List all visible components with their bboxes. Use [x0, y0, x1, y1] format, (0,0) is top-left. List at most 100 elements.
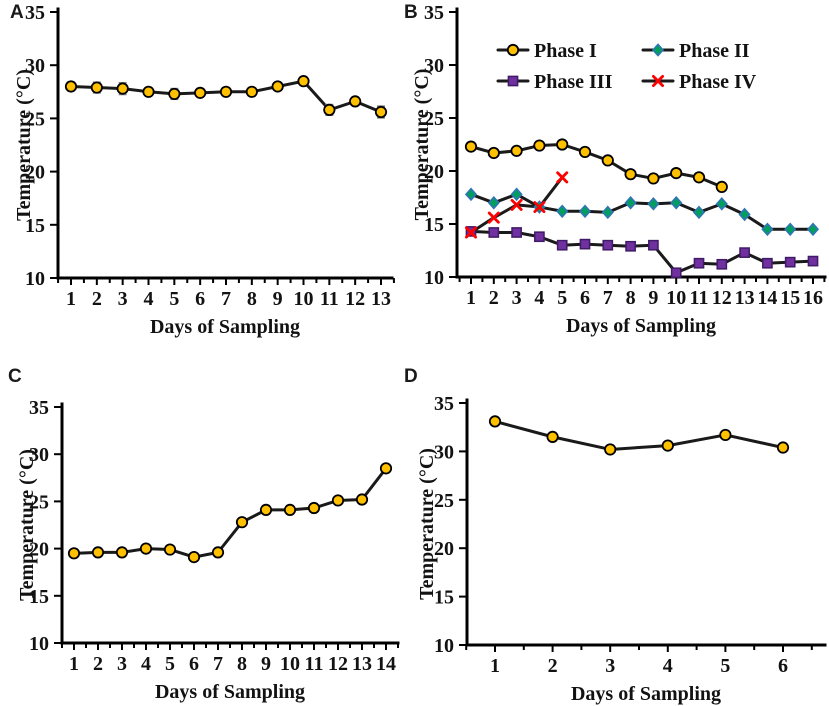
x-marker	[533, 201, 546, 214]
x-marker	[556, 171, 569, 184]
y-tick-label: 20	[434, 538, 454, 560]
x-ticks: 1 2 3 4 5 6	[465, 645, 813, 677]
circle-marker	[271, 80, 284, 93]
markers-phase-i	[464, 138, 728, 193]
y-tick-label: 15	[29, 586, 49, 608]
panel-letter-b: B	[404, 2, 418, 23]
x-tick-label: 2	[548, 655, 558, 677]
diamond-marker	[601, 205, 614, 220]
axes	[60, 402, 400, 645]
square-marker	[507, 75, 519, 87]
x-tick-label: 2	[93, 653, 103, 675]
diamond-marker	[510, 187, 523, 202]
y-ticks: 10 15 20 25 30 35	[424, 2, 457, 289]
x-tick-label: 12	[328, 653, 348, 675]
square-marker	[784, 256, 796, 268]
series-phase-ii	[469, 192, 815, 231]
x-ticks: 1 2 3 4 5 6 7 8 9 10 11 12 13 14	[61, 643, 399, 675]
y-tick-label: 10	[434, 635, 454, 657]
diamond-marker	[761, 222, 774, 237]
circle-marker	[556, 138, 569, 151]
x-tick-label: 3	[605, 655, 615, 677]
x-tick-label: 5	[169, 288, 179, 310]
circle-marker	[187, 550, 201, 564]
series-line	[469, 229, 815, 275]
y-tick-label: 25	[424, 108, 444, 130]
panel-letter-a: A	[10, 2, 24, 23]
circle-marker	[142, 85, 155, 98]
markers-series-0	[64, 75, 388, 119]
y-tick-label: 35	[25, 2, 45, 24]
circle-marker	[90, 81, 103, 94]
series-phase-iii	[469, 229, 815, 275]
legend-item-phase-iv: Phase IV	[641, 71, 757, 93]
circle-marker	[670, 167, 683, 180]
x-ticks: 1 2 3 4 5 6 7 8 9 10 11 12 13	[57, 278, 395, 310]
circle-marker	[245, 85, 258, 98]
y-axis-title: Temperature (°C)	[411, 69, 433, 221]
square-marker	[511, 227, 522, 238]
x-axis-title: Days of Sampling	[150, 316, 300, 338]
x-tick-label: 3	[118, 288, 128, 310]
diamond-marker	[670, 195, 683, 210]
y-axis-title: Temperature (°C)	[416, 448, 438, 600]
series-line	[469, 192, 815, 231]
circle-marker	[307, 501, 321, 515]
markers-phase-iii	[465, 226, 819, 279]
diamond-marker	[556, 204, 569, 219]
y-tick-label: 35	[434, 393, 454, 415]
x-tick-label: 4	[141, 653, 151, 675]
legend: Phase I Phase II Phase III Phase IV	[496, 40, 757, 93]
y-tick-label: 25	[25, 108, 45, 130]
circle-marker	[163, 543, 177, 556]
y-ticks: 10 15 20 25 30 35	[29, 397, 62, 655]
y-tick-label: 10	[29, 633, 49, 655]
legend-label: Phase III	[534, 71, 613, 93]
circle-marker	[715, 180, 728, 193]
square-marker	[670, 267, 682, 279]
diamond-marker	[651, 43, 665, 57]
diamond-marker	[647, 197, 660, 211]
circle-marker	[115, 546, 129, 559]
circle-marker	[91, 546, 105, 559]
markers-phase-iv	[465, 171, 569, 239]
circle-marker	[776, 441, 790, 454]
circle-marker	[488, 415, 502, 428]
y-tick-label: 10	[25, 268, 45, 290]
x-tick-label: 11	[320, 288, 339, 310]
x-tick-label: 2	[489, 287, 499, 309]
x-tick-label: 9	[648, 287, 658, 309]
x-tick-label: 3	[117, 653, 127, 675]
x-tick-label: 13	[371, 288, 391, 310]
y-tick-label: 20	[25, 162, 45, 184]
diamond-marker	[624, 195, 637, 210]
x-tick-label: 16	[803, 287, 823, 309]
circle-marker	[647, 172, 660, 185]
circle-marker	[168, 87, 181, 101]
markers-series-0	[67, 462, 393, 564]
x-tick-label: 9	[273, 288, 283, 310]
x-tick-label: 12	[345, 288, 365, 310]
x-tick-label: 5	[557, 287, 567, 309]
square-marker	[807, 255, 819, 267]
x-tick-label: 15	[780, 287, 800, 309]
circle-marker	[510, 144, 523, 157]
square-marker	[648, 239, 659, 251]
y-tick-label: 30	[25, 55, 45, 77]
square-marker	[556, 239, 568, 251]
x-tick-label: 3	[512, 287, 522, 309]
x-marker	[651, 75, 665, 87]
x-ticks: 1 2 3 4 5 6 7 8 9 10 11 12 13 14 15 16	[458, 277, 826, 309]
circle-marker	[67, 547, 81, 560]
circle-marker	[235, 516, 249, 529]
series-series-0	[493, 419, 785, 451]
series-line	[493, 419, 785, 451]
circle-marker	[464, 140, 478, 153]
y-tick-label: 35	[424, 2, 444, 24]
legend-label: Phase II	[679, 40, 750, 62]
legend-label: Phase I	[534, 40, 597, 62]
x-marker	[487, 211, 500, 224]
circle-marker	[487, 146, 500, 160]
